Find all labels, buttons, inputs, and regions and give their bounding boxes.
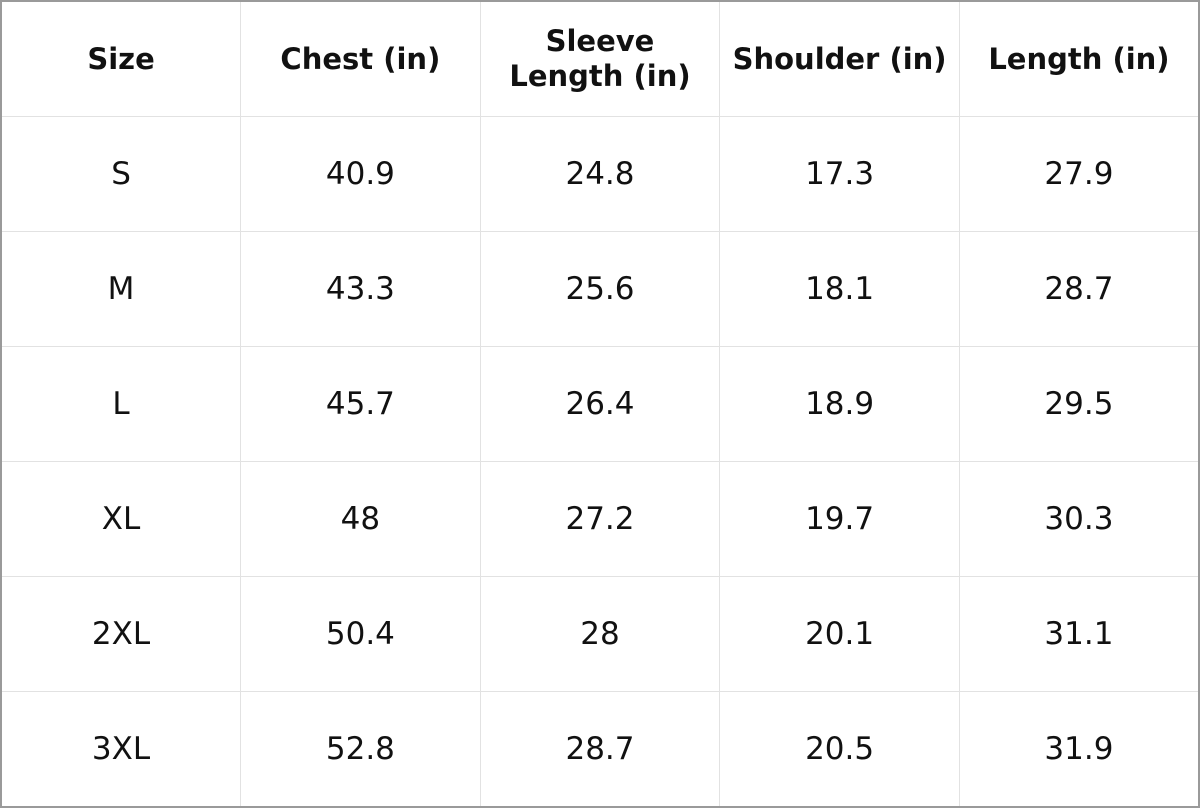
measurement-cell: 18.1 [719,231,960,347]
measurement-cell: 40.9 [240,116,481,232]
measurement-cell: 19.7 [719,461,960,577]
header-text: Sleeve Length (in) [509,24,691,93]
measurement-cell: 25.6 [479,231,721,347]
measurement-cell: 48 [240,461,481,577]
measurement-cell: 27.2 [479,461,721,577]
measurement-cell: 52.8 [240,691,481,808]
measurement-cell: 20.1 [719,576,960,692]
table-body: S 40.9 24.8 17.3 27.9 M 43.3 25.6 18.1 28.7 L 45.7 2… [0,116,1200,808]
size-cell: S [0,116,242,232]
table-row: L 45.7 26.4 18.9 29.5 [0,346,1200,462]
measurement-cell: 45.7 [240,346,481,462]
table-header: Size Chest (in) Sleeve Length (in) Shoulder… [0,0,1200,117]
measurement-cell: 17.3 [719,116,960,232]
size-cell: M [0,231,242,347]
header-text: Size [87,41,155,76]
size-cell: XL [0,461,242,577]
header-cell: Shoulder (in) [719,0,960,117]
table-row: 3XL 52.8 28.7 20.5 31.9 [0,691,1200,808]
header-cell: Size [0,0,242,117]
size-cell: L [0,346,242,462]
header-cell: Sleeve Length (in) [479,0,721,117]
measurement-cell: 43.3 [240,231,481,347]
header-text: Chest (in) [280,41,441,76]
measurement-cell: 31.9 [958,691,1200,808]
measurement-cell: 27.9 [958,116,1200,232]
header-text: Length (in) [988,41,1170,76]
table-row: S 40.9 24.8 17.3 27.9 [0,116,1200,232]
measurement-cell: 28 [479,576,721,692]
header-cell: Chest (in) [240,0,481,117]
size-cell: 3XL [0,691,242,808]
header-row: Size Chest (in) Sleeve Length (in) Shoulder… [0,0,1200,117]
measurement-cell: 29.5 [958,346,1200,462]
size-cell: 2XL [0,576,242,692]
header-text: Shoulder (in) [732,41,947,76]
measurement-cell: 18.9 [719,346,960,462]
table-row: M 43.3 25.6 18.1 28.7 [0,231,1200,347]
measurement-cell: 30.3 [958,461,1200,577]
table-row: XL 48 27.2 19.7 30.3 [0,461,1200,577]
table-row: 2XL 50.4 28 20.1 31.1 [0,576,1200,692]
measurement-cell: 31.1 [958,576,1200,692]
measurement-cell: 26.4 [479,346,721,462]
measurement-cell: 50.4 [240,576,481,692]
header-cell: Length (in) [958,0,1200,117]
measurement-cell: 28.7 [479,691,721,808]
measurement-cell: 20.5 [719,691,960,808]
measurement-cell: 28.7 [958,231,1200,347]
measurement-cell: 24.8 [479,116,721,232]
